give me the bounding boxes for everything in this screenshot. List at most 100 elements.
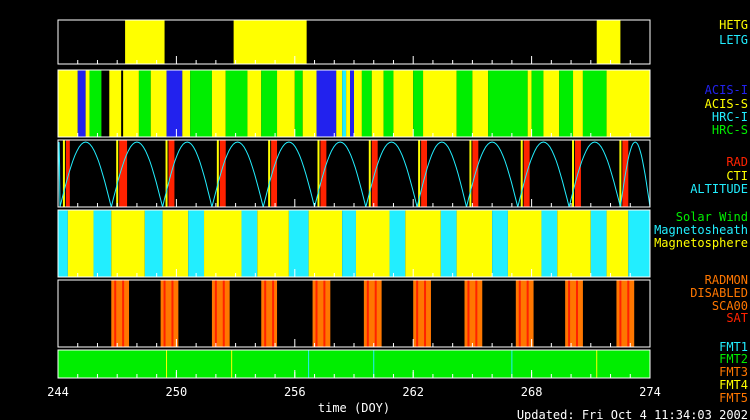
legend-fmt2: FMT2 — [719, 352, 748, 366]
instrument-interval-acis-s — [543, 70, 560, 137]
instrument-interval-acis-s — [58, 70, 78, 137]
instrument-interval-acis-s — [247, 70, 262, 137]
instrument-interval-acis-s — [182, 70, 191, 137]
instrument-interval-acis-s — [277, 70, 295, 137]
instrument-interval-acis-s — [472, 70, 489, 137]
radmon-interval-disabled — [111, 280, 130, 347]
region-interval-magnetosphere — [67, 210, 94, 277]
legend-magnetosphere: Magnetosphere — [654, 236, 748, 250]
format-interval-fmt2 — [58, 350, 650, 378]
instrument-interval-acis-s — [423, 70, 457, 137]
radmon-interval-disabled — [261, 280, 278, 347]
legend-disabled: DISABLED — [690, 286, 748, 300]
legend-letg: LETG — [719, 33, 748, 47]
region-interval-magnetosheath — [58, 210, 68, 277]
instrument-interval-hrc-s — [531, 70, 544, 137]
altitude-curve — [57, 141, 651, 208]
panel-radmon — [57, 279, 651, 348]
radiation-interval-rad — [219, 140, 226, 207]
panel-radiation — [57, 139, 651, 208]
legend-altitude: ALTITUDE — [690, 182, 748, 196]
instrument-interval-acis-i — [350, 70, 354, 137]
instrument-interval-hrc-s — [261, 70, 278, 137]
instrument-interval-acis-s — [109, 70, 122, 137]
legend-hrc-i: HRC-I — [712, 110, 748, 124]
x-tick-label: 250 — [166, 385, 188, 399]
instrument-interval-acis-s — [150, 70, 167, 137]
instrument-interval-hrc-i — [342, 70, 347, 137]
x-axis: 244 250 256 262 268 274 — [47, 372, 661, 399]
region-interval-magnetosphere — [557, 210, 591, 277]
instrument-interval-hrc-s — [361, 70, 372, 137]
instrument-interval-hrc-s — [488, 70, 528, 137]
panel-format — [57, 349, 651, 379]
instrument-interval-acis-s — [346, 70, 351, 137]
radmon-interval-disabled — [363, 280, 382, 347]
radiation-interval-rad — [421, 140, 428, 207]
radiation-interval-rad — [271, 140, 278, 207]
region-interval-magnetosheath — [440, 210, 457, 277]
instrument-interval-hrc-s — [559, 70, 574, 137]
instrument-interval-acis-s — [371, 70, 384, 137]
instrument-interval-acis-s — [123, 70, 139, 137]
region-interval-magnetosphere — [456, 210, 493, 277]
instrument-interval-acis-i — [316, 70, 337, 137]
radmon-interval-disabled — [211, 280, 230, 347]
instrument-interval-acis-s — [85, 70, 90, 137]
radmon-interval-disabled — [464, 280, 483, 347]
region-interval-magnetosheath — [389, 210, 406, 277]
instrument-interval-acis-s — [573, 70, 583, 137]
instrument-interval-hrc-s — [89, 70, 102, 137]
x-tick-label: 244 — [47, 385, 69, 399]
instrument-interval-hrc-s — [190, 70, 212, 137]
radmon-interval-disabled — [413, 280, 431, 347]
grating-interval-hetg — [125, 20, 165, 64]
legend-sat: SAT — [726, 311, 748, 325]
legend-magnetosheath: Magnetosheath — [654, 223, 748, 237]
region-interval-magnetosphere — [162, 210, 189, 277]
legend-fmt5: FMT5 — [719, 391, 748, 405]
region-interval-magnetosheath — [144, 210, 163, 277]
instrument-interval-hrc-s — [456, 70, 473, 137]
region-interval-magnetosheath — [93, 210, 112, 277]
grating-interval-hetg — [233, 20, 307, 64]
region-interval-magnetosphere — [257, 210, 289, 277]
instrument-interval-hrc-s — [383, 70, 394, 137]
region-interval-magnetosheath — [628, 210, 650, 277]
region-interval-magnetosheath — [188, 210, 205, 277]
instrument-interval-acis-s — [354, 70, 362, 137]
legend-fmt1: FMT1 — [719, 340, 748, 354]
instrument-interval-acis-i — [166, 70, 183, 137]
region-interval-magnetosheath — [342, 210, 356, 277]
instrument-interval-acis-s — [527, 70, 532, 137]
region-interval-magnetosphere — [111, 210, 145, 277]
instrument-interval-hrc-s — [138, 70, 151, 137]
radmon-interval-disabled — [565, 280, 583, 347]
updated-timestamp: Updated: Fri Oct 4 11:34:03 2002 — [517, 408, 748, 420]
region-interval-magnetosphere — [204, 210, 242, 277]
region-interval-magnetosheath — [541, 210, 558, 277]
legend-cti: CTI — [726, 169, 748, 183]
legend-hetg: HETG — [719, 18, 748, 32]
radmon-interval-disabled — [616, 280, 635, 347]
legend-rad: RAD — [726, 155, 748, 169]
x-axis-label: time (DOY) — [318, 401, 390, 415]
panels-layer — [57, 19, 651, 379]
legend-solar-wind: Solar Wind — [676, 210, 748, 224]
region-interval-magnetosphere — [606, 210, 629, 277]
radmon-interval-disabled — [312, 280, 331, 347]
instrument-interval-hrc-s — [225, 70, 248, 137]
region-interval-magnetosheath — [492, 210, 508, 277]
region-interval-magnetosheath — [590, 210, 607, 277]
x-tick-label: 262 — [402, 385, 424, 399]
legend-sca00: SCA00 — [712, 299, 748, 313]
legend-acis-i: ACIS-I — [705, 83, 748, 97]
region-interval-magnetosphere — [355, 210, 390, 277]
radmon-interval-disabled — [515, 280, 534, 347]
instrument-interval-hrc-s — [294, 70, 303, 137]
instrument-interval-acis-s — [302, 70, 317, 137]
instrument-interval-hrc-s — [582, 70, 607, 137]
legend-hrc-s: HRC-S — [712, 123, 748, 137]
